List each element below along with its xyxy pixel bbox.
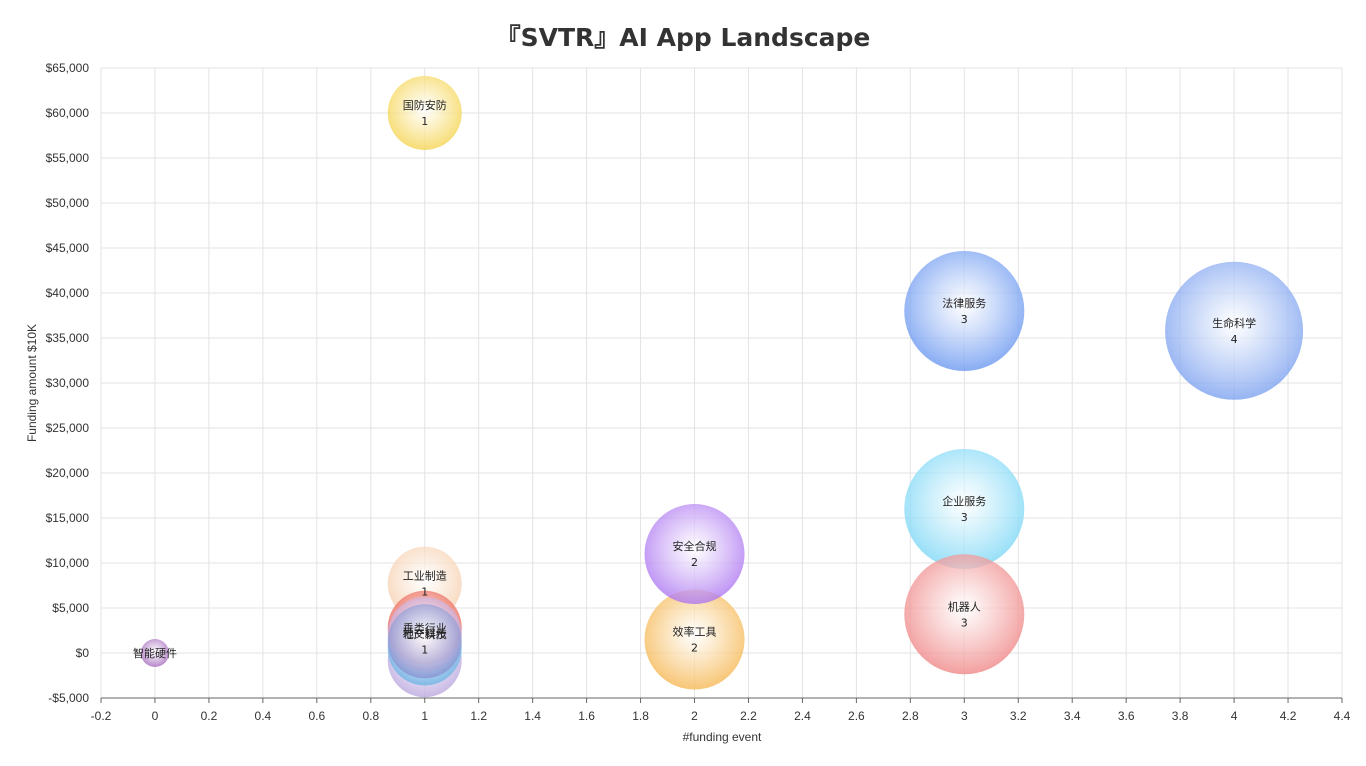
x-tick-label: 2.4 — [794, 709, 811, 723]
y-tick-label: $30,000 — [46, 376, 90, 390]
bubble-count-label: 4 — [1231, 333, 1238, 346]
x-tick-label: 0.4 — [255, 709, 272, 723]
y-tick-label: $65,000 — [46, 61, 90, 75]
x-tick-label: 4.4 — [1334, 709, 1351, 723]
x-tick-label: 3.4 — [1064, 709, 1081, 723]
y-tick-label: $60,000 — [46, 106, 90, 120]
chart-title: 『SVTR』AI App Landscape — [495, 23, 871, 52]
x-tick-label: 1.8 — [632, 709, 649, 723]
axes: -0.2 0 0.2 0.4 0.6 0.8 1 1.2 1.4 1.6 1.8 2 2.2 2.4 2.6… — [46, 61, 1351, 723]
y-tick-label: $20,000 — [46, 466, 90, 480]
bubble-效率工具[interactable] — [644, 589, 745, 690]
x-tick-label: 2.6 — [848, 709, 865, 723]
bubble-label: 智能硬件 — [133, 646, 177, 660]
x-tick-label: 0.6 — [308, 709, 325, 723]
bubble-series — [140, 76, 1304, 698]
bubble-机器人[interactable] — [904, 554, 1025, 675]
bubble-label: 地产科技 — [403, 627, 447, 641]
x-tick-label: 1.6 — [578, 709, 595, 723]
x-tick-label: -0.2 — [91, 709, 112, 723]
bubble-count-label: 3 — [961, 616, 968, 629]
y-tick-label: $0 — [76, 646, 90, 660]
x-tick-label: 0.2 — [201, 709, 218, 723]
x-tick-label: 3.6 — [1118, 709, 1135, 723]
bubble-label: 社交娱乐 — [403, 626, 447, 640]
y-tick-label: -$5,000 — [48, 691, 89, 705]
bubble-企业服务[interactable] — [904, 449, 1025, 569]
bubble-count-label: 3 — [961, 313, 968, 326]
x-tick-label: 1.2 — [470, 709, 487, 723]
bubble-label: 效率工具 — [673, 625, 717, 639]
y-tick-label: $15,000 — [46, 511, 90, 525]
y-tick-label: $50,000 — [46, 196, 90, 210]
bubble-count-label: 2 — [691, 642, 698, 655]
bubble-count-label: 3 — [961, 511, 968, 524]
x-tick-label: 2 — [691, 709, 698, 723]
bubble-label: 企业服务 — [942, 494, 986, 508]
y-tick-label: $45,000 — [46, 241, 90, 255]
bubble-count-label: 1 — [421, 115, 428, 128]
bubble-label: 安全合规 — [673, 539, 717, 553]
x-tick-label: 0 — [152, 709, 159, 723]
bubble-count-label: 1 — [421, 643, 428, 656]
y-tick-label: $55,000 — [46, 151, 90, 165]
bubble-count-label: 1 — [421, 586, 428, 599]
bubble-label: 国防安防 — [403, 98, 447, 112]
x-tick-label: 4 — [1231, 709, 1238, 723]
bubble-count-label: 2 — [691, 556, 698, 569]
x-tick-label: 3.2 — [1010, 709, 1027, 723]
y-tick-label: $40,000 — [46, 286, 90, 300]
x-tick-label: 2.2 — [740, 709, 757, 723]
y-tick-label: $5,000 — [52, 601, 89, 615]
bubble-label: 机器人 — [948, 599, 981, 613]
x-tick-label: 1.4 — [524, 709, 541, 723]
bubble-label: 生命科学 — [1212, 316, 1256, 330]
y-tick-label: $10,000 — [46, 556, 90, 570]
x-tick-label: 1 — [421, 709, 428, 723]
x-tick-label: 3.8 — [1172, 709, 1189, 723]
x-axis-title: #funding event — [683, 730, 762, 744]
bubble-生命科学[interactable] — [1165, 261, 1304, 400]
bubble-法律服务[interactable] — [904, 251, 1025, 371]
x-tick-label: 4.2 — [1280, 709, 1297, 723]
bubble-智能硬件[interactable] — [140, 639, 169, 667]
x-tick-label: 0.8 — [362, 709, 379, 723]
bubble-国防安防[interactable] — [387, 76, 462, 150]
y-axis-title: Funding amount $10K — [25, 324, 39, 442]
x-tick-label: 2.8 — [902, 709, 919, 723]
bubble-社交娱乐[interactable] — [387, 604, 462, 679]
bubble-label: 工业制造 — [403, 569, 447, 583]
bubble-安全合规[interactable] — [644, 504, 745, 604]
y-tick-label: $35,000 — [46, 331, 90, 345]
bubble-label: 法律服务 — [942, 296, 986, 310]
x-tick-label: 3 — [961, 709, 968, 723]
bubble-label: 垂类行业 — [403, 621, 447, 635]
y-tick-label: $25,000 — [46, 421, 90, 435]
